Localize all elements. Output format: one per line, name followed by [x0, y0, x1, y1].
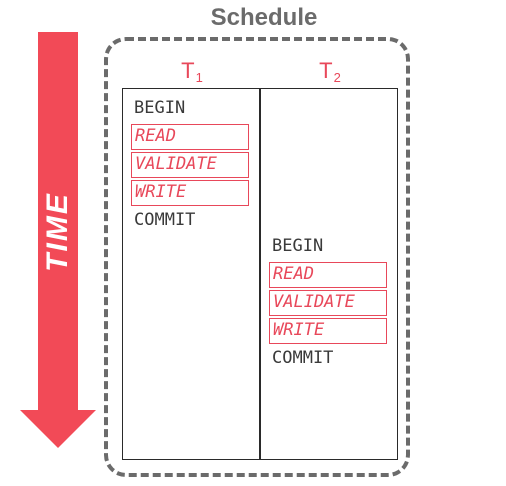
txn-name: T [319, 58, 333, 83]
txn-subscript: 2 [333, 70, 341, 85]
txn-header-t2: T2 [300, 58, 360, 85]
txn-name: T [181, 58, 195, 83]
t1-op-commit: COMMIT [134, 210, 196, 230]
t1-op-read: READ [131, 124, 249, 150]
t2-op-commit: COMMIT [272, 348, 334, 368]
t2-op-write: WRITE [269, 318, 387, 344]
t1-op-begin: BEGIN [134, 98, 186, 118]
t2-op-validate: VALIDATE [269, 290, 387, 316]
t1-op-write: WRITE [131, 180, 249, 206]
time-arrow-shape [20, 32, 96, 448]
column-divider [259, 88, 261, 460]
time-label: TIME [41, 192, 74, 272]
t1-op-validate: VALIDATE [131, 152, 249, 178]
t2-op-begin: BEGIN [272, 236, 324, 256]
schedule-title: Schedule [190, 0, 338, 36]
t2-op-read: READ [269, 262, 387, 288]
txn-header-t1: T1 [162, 58, 222, 85]
txn-subscript: 1 [195, 70, 203, 85]
schedule-container [104, 37, 410, 477]
